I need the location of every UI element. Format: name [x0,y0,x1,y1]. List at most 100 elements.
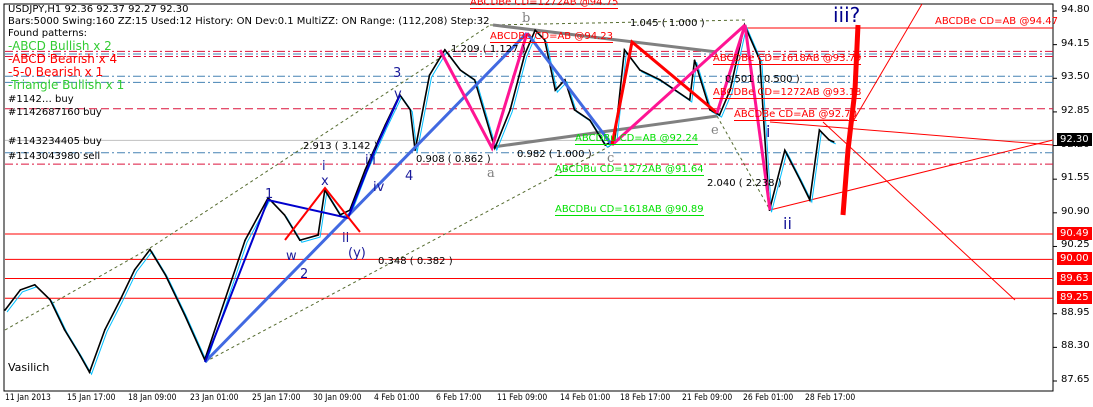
x-tick-label: 21 Feb 09:00 [682,393,733,403]
point-label-b: b [522,11,531,26]
price-point [534,29,536,31]
ratio-label: 0.501 ( 0.500 ) [725,74,800,85]
price-point [283,214,286,216]
channel-dashed-line [204,144,613,363]
projection-up-line [847,3,923,131]
abcd-label: ABCDBu CD=AB @92.24 [575,133,699,145]
triangle-lower-red [769,139,1054,211]
wave-lines [203,23,861,364]
price-point [149,248,151,251]
y-tick-label: 94.80 [1061,4,1090,15]
ratio-label: 0.348 ( 0.382 ) [378,256,453,267]
x-tick-label: 28 Feb 17:00 [805,393,856,403]
x-tick-label: 26 Feb 01:00 [743,393,794,403]
wave-label: ii [783,214,792,233]
x-tick-label: 18 Feb 17:00 [620,393,671,403]
x-tick-label: 25 Jan 17:00 [252,393,301,403]
x-tick-label: 18 Jan 09:00 [128,393,177,403]
price-point [693,59,696,61]
pattern-count: -ABCD Bearish x 4 [8,52,118,66]
price-point [623,49,626,51]
wave-label: x [321,174,329,189]
abcd-label: ABCDBe CD=1618AB @93.79 [713,53,862,65]
price-point [119,298,122,301]
y-tick-label: 93.50 [1061,71,1090,83]
price-point [428,74,431,76]
price-point [729,89,731,91]
x-tick-label: 11 Jan 2013 [5,393,51,403]
x-tick-label: 6 Feb 17:00 [436,393,482,403]
point-label-e: e [711,123,719,138]
price-point [509,109,511,111]
wave-label: i [766,122,771,141]
order-label: #1142… buy [8,94,74,105]
price-point [88,371,91,374]
ratio-label: 0.908 ( 0.862 ) [416,154,491,165]
wave-label: iii [365,153,376,168]
wave-label: iv [373,180,385,195]
current-price-box: 92.30 [1057,133,1092,147]
price-point [543,39,546,41]
wave-line [284,186,361,241]
price-point [267,197,269,199]
price-point [828,139,830,141]
price-point [759,59,761,61]
price-point [133,268,136,271]
abcd-label: ABCDBe CD=AB @94.23 [490,31,613,43]
wave-line [525,32,614,146]
triangle-upper-line [492,23,718,54]
price-level-box: 89.25 [1057,291,1092,305]
x-tick-label: 30 Jan 09:00 [313,393,362,403]
abcd-label: ABCDBe CD=AB @94.47 [935,16,1058,27]
wave-label: iii? [833,3,861,27]
price-point [818,129,821,131]
y-tick-label: 91.55 [1061,172,1090,184]
price-point [688,99,691,101]
x-tick-label: 23 Jan 01:00 [190,393,239,403]
wave-label: (y) [348,246,366,261]
price-point [589,119,591,121]
price-point [718,114,721,116]
ratio-label: 1.209 ( 1.127 ) [451,44,526,55]
symbol-line: USDJPY,H1 92.36 92.37 92.27 92.30 [8,4,189,15]
price-level-box: 89.63 [1057,271,1092,285]
pattern-count: -5-0 Bearish x 1 [8,65,104,79]
y-tick-label: 87.65 [1061,374,1090,385]
price-point [799,179,801,182]
price-point [19,289,22,291]
abcd-label: ABCDBe CD=1272AB @93.18 [713,87,862,99]
channel-dashed-line [149,24,491,249]
y-tick-label: 90.90 [1061,205,1090,217]
price-point [183,313,186,316]
price-point [573,109,576,111]
channel-dashed-line [489,19,746,26]
price-point [164,274,167,276]
y-tick-label: 88.95 [1061,306,1090,318]
point-label-c: c [607,151,615,166]
price-point [104,328,106,331]
price-series [4,22,837,376]
wave-label: 1 [265,187,274,202]
pattern-lines [4,3,1054,363]
abcd-line [715,24,772,211]
abcd-line [438,32,529,152]
price-point [49,298,51,301]
price-point [63,328,66,331]
wave-label: ii [342,231,350,246]
projection-down-line [822,121,1016,301]
price-level-box: 90.00 [1057,252,1092,266]
wave-label: v [394,87,402,102]
abcd-label: ABCDBe CD=AB @92.70 [734,109,857,121]
wave-label: w [286,249,297,264]
price-point [33,283,36,286]
price-point [409,109,412,111]
x-tick-label: 11 Feb 09:00 [497,393,548,403]
ratio-label: 0.982 ( 1.000 ) [517,149,592,160]
abcd-label: ABCDBu CD=1272AB @91.64 [555,164,704,176]
pattern-count: -ABCD Bullish x 2 [8,39,112,53]
ratio-label: 2.913 ( 3.142 ) [303,141,378,152]
params-line: Bars:5000 Swing:160 ZZ:15 Used:12 Histor… [8,16,490,27]
price-point [833,141,835,143]
